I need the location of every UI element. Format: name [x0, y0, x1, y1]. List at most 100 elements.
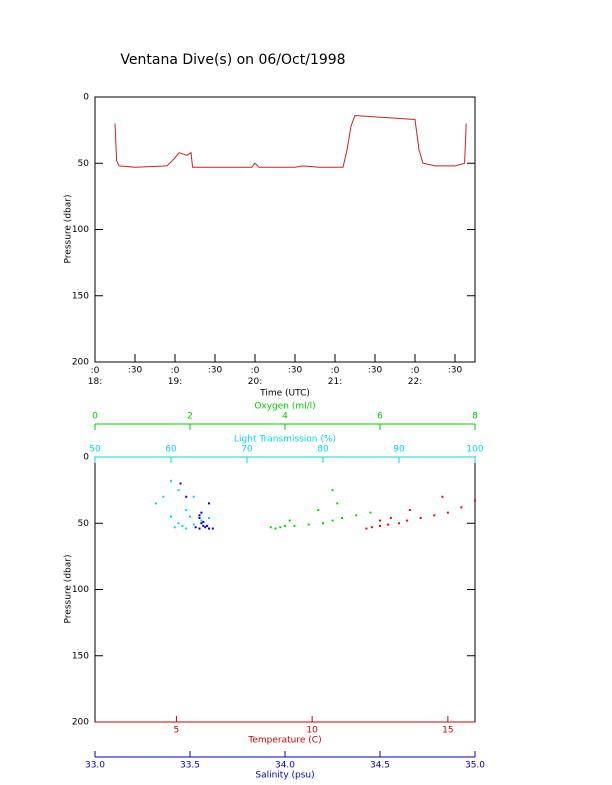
x-tick-label: 34.0 — [275, 761, 295, 771]
point — [194, 526, 197, 529]
point — [331, 519, 334, 522]
x-tick-label: :0 19: — [168, 366, 182, 387]
y-tick-label: 0 — [83, 453, 89, 463]
chart-title: Ventana Dive(s) on 06/Oct/1998 — [120, 52, 345, 68]
x-axis-label: Temperature (C) — [247, 736, 321, 746]
point — [192, 495, 195, 498]
y-tick-label: 50 — [78, 159, 90, 169]
point — [177, 489, 180, 492]
x-axis-label: Light Transmission (%) — [234, 435, 336, 445]
x-tick-label: :30 — [288, 366, 303, 376]
y-axis-label: Pressure (dbar) — [64, 195, 74, 264]
y-tick-label: 150 — [72, 651, 89, 661]
point — [154, 502, 157, 505]
point — [202, 520, 205, 523]
point — [202, 524, 205, 527]
point — [406, 519, 409, 522]
x-tick-label: 100 — [466, 445, 483, 455]
x-tick-label: 33.5 — [180, 761, 200, 771]
x-tick-label: 33.0 — [85, 761, 105, 771]
x-tick-label: 50 — [89, 445, 101, 455]
plot-frame — [94, 456, 476, 723]
point — [379, 524, 381, 527]
point — [206, 524, 209, 527]
point — [355, 514, 358, 517]
point — [162, 495, 165, 498]
x-tick-label: 34.5 — [370, 761, 390, 771]
point — [441, 495, 444, 498]
point — [408, 509, 411, 511]
point — [307, 523, 310, 526]
point — [208, 527, 210, 530]
x-axis-label: Salinity (psu) — [255, 771, 314, 781]
x-tick-label: 5 — [174, 726, 180, 736]
point — [460, 506, 463, 509]
x-tick-label: :0 18: — [88, 366, 102, 387]
x-tick-label: :30 — [368, 366, 383, 376]
point — [336, 502, 339, 505]
point — [192, 523, 195, 526]
plot-frame — [94, 96, 476, 363]
point — [181, 524, 184, 527]
point — [200, 511, 203, 514]
y-axis-label: Pressure (dbar) — [64, 555, 74, 624]
point — [198, 527, 201, 530]
point — [211, 527, 214, 530]
point — [177, 522, 180, 525]
point — [293, 524, 296, 527]
point — [173, 526, 176, 529]
x-axis-label: Time (UTC) — [259, 389, 310, 399]
x-axis-label: Oxygen (ml/l) — [254, 402, 315, 412]
point — [200, 522, 203, 525]
x-tick-label: :30 — [128, 366, 143, 376]
point — [419, 516, 422, 519]
point — [317, 509, 320, 511]
point — [474, 499, 476, 502]
point — [274, 527, 277, 530]
point — [170, 515, 172, 518]
x-tick-label: :30 — [448, 366, 463, 376]
x-tick-label: 0 — [92, 412, 98, 422]
point — [433, 514, 436, 517]
x-tick-label: :30 — [208, 366, 223, 376]
point — [269, 526, 272, 529]
x-tick-label: 60 — [165, 445, 177, 455]
point — [198, 514, 201, 517]
point — [170, 479, 172, 482]
x-tick-label: 10 — [306, 726, 318, 736]
point — [200, 519, 203, 522]
x-tick-label: :0 21: — [328, 366, 342, 387]
x-tick-label: :0 22: — [408, 366, 422, 387]
point — [379, 519, 381, 522]
point — [189, 515, 191, 518]
point — [331, 489, 334, 492]
point — [198, 516, 201, 519]
point — [398, 522, 400, 525]
point — [208, 502, 210, 505]
x-tick-label: 2 — [187, 412, 193, 422]
point — [284, 524, 286, 527]
point — [389, 516, 392, 519]
x-tick-label: 70 — [241, 445, 253, 455]
point — [204, 526, 207, 529]
point — [322, 522, 324, 525]
x-tick-label: 90 — [393, 445, 405, 455]
point — [370, 526, 373, 529]
y-tick-label: 200 — [72, 358, 89, 368]
data-line — [114, 115, 467, 168]
y-tick-label: 200 — [72, 718, 89, 728]
y-tick-label: 0 — [83, 93, 89, 103]
y-tick-label: 100 — [72, 585, 89, 595]
y-tick-label: 50 — [78, 519, 90, 529]
point — [185, 495, 188, 498]
point — [185, 509, 188, 511]
x-tick-label: 35.0 — [465, 761, 485, 771]
point — [179, 482, 182, 485]
point — [365, 527, 368, 530]
point — [208, 516, 210, 519]
x-tick-label: 4 — [282, 412, 288, 422]
y-tick-label: 150 — [72, 291, 89, 301]
point — [185, 527, 188, 530]
point — [446, 511, 449, 514]
